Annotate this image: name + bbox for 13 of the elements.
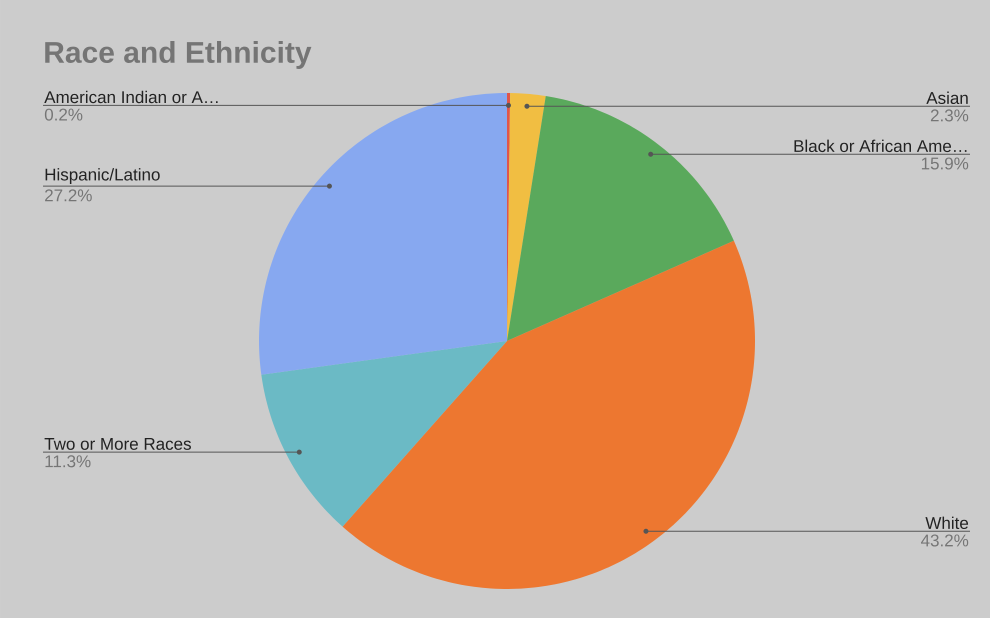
data-label: 0.2% [44, 108, 82, 121]
chart-title: Race and Ethnicity [45, 41, 312, 69]
data-label: 15.9% [922, 157, 968, 170]
slice-label: White [925, 516, 968, 530]
data-label: 2.3% [930, 109, 968, 122]
slice-label: Hispanic/Latino [46, 168, 160, 184]
data-label: 11.3% [46, 455, 91, 468]
data-label: 27.2% [45, 189, 92, 202]
slice-label: Asian [926, 92, 968, 104]
slice-label: American Indian or A… [44, 90, 218, 104]
slice-label: Two or More Races [44, 438, 191, 450]
slice-label: Black or African Ame… [794, 140, 966, 152]
data-label: 43.2% [920, 534, 968, 546]
